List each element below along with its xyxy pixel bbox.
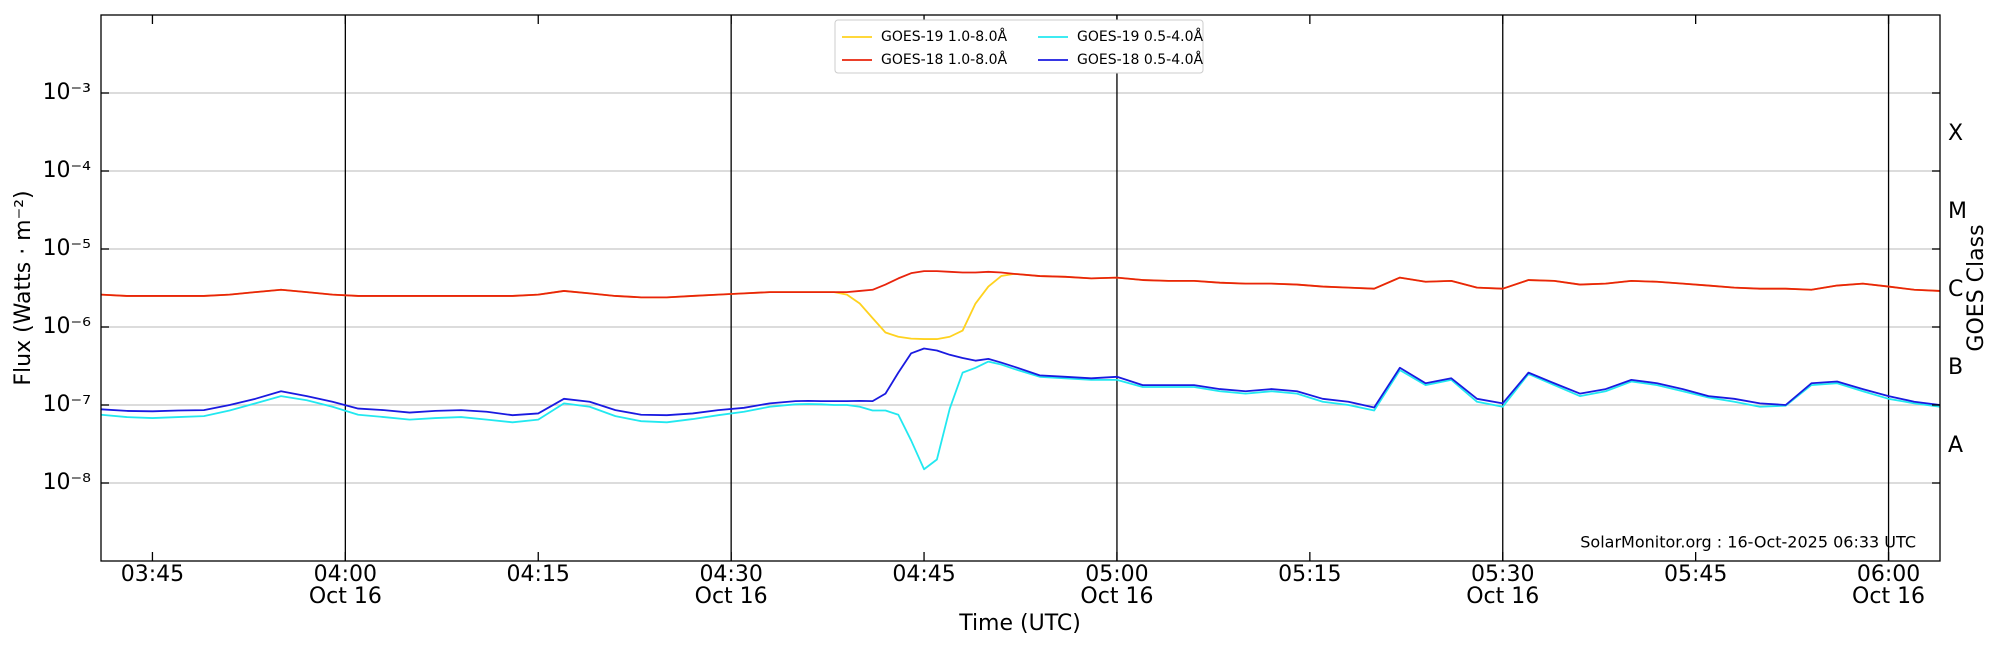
x-tick-label: Oct 16 xyxy=(1466,584,1539,609)
x-tick-label: 04:30 xyxy=(699,562,762,587)
x-tick-label: 03:45 xyxy=(121,562,184,587)
y2-tick-label: A xyxy=(1948,433,1963,458)
series-line xyxy=(100,347,1941,417)
annotation: SolarMonitor.org : 16-Oct-2025 06:33 UTC xyxy=(1580,533,1916,552)
y-tick-label: 10⁻⁴ xyxy=(43,158,92,183)
legend-label: GOES-18 0.5-4.0Å xyxy=(1077,51,1203,68)
x-tick-label: 05:15 xyxy=(1278,562,1341,587)
x-tick-label: Oct 16 xyxy=(309,584,382,609)
y2-tick-label: M xyxy=(1948,199,1967,224)
grid xyxy=(101,15,1940,561)
y-tick-label: 10⁻³ xyxy=(43,80,91,105)
x-tick-label: 04:00 xyxy=(314,562,377,587)
y-tick-label: 10⁻⁵ xyxy=(43,236,91,261)
series-line xyxy=(100,360,1941,471)
legend-box xyxy=(834,19,1204,74)
y2-axis-label: GOES Class xyxy=(1964,224,1989,351)
y2-tick-label: B xyxy=(1948,355,1963,380)
x-tick-label: 05:30 xyxy=(1471,562,1534,587)
x-tick-label: 05:45 xyxy=(1664,562,1727,587)
plot-frame xyxy=(100,14,1941,562)
plot-lines xyxy=(100,270,1941,471)
x-tick-label: 04:45 xyxy=(892,562,955,587)
legend-label: GOES-19 1.0-8.0Å xyxy=(881,28,1007,45)
x-tick-label: Oct 16 xyxy=(1852,584,1925,609)
x-tick-label: 04:15 xyxy=(507,562,570,587)
x-tick-label: 06:00 xyxy=(1857,562,1920,587)
x-tick-label: 05:00 xyxy=(1085,562,1148,587)
legend-label: GOES-19 0.5-4.0Å xyxy=(1077,28,1203,45)
legend: GOES-19 1.0-8.0Å GOES-18 1.0-8.0Å GOES-19 … xyxy=(834,19,1204,74)
y-tick-label: 10⁻⁷ xyxy=(43,392,91,417)
x-tick-label: Oct 16 xyxy=(1080,584,1153,609)
y2-tick-label: C xyxy=(1948,277,1963,302)
x-axis-label: Time (UTC) xyxy=(958,611,1081,636)
y-axis-label: Flux (Watts · m⁻²) xyxy=(11,190,36,385)
series-line xyxy=(100,270,1941,299)
x-tick-label: Oct 16 xyxy=(695,584,768,609)
y-tick-label: 10⁻⁶ xyxy=(43,314,92,339)
legend-label: GOES-18 1.0-8.0Å xyxy=(881,51,1007,68)
y2-tick-label: X xyxy=(1948,121,1963,146)
y-tick-label: 10⁻⁸ xyxy=(43,470,92,495)
